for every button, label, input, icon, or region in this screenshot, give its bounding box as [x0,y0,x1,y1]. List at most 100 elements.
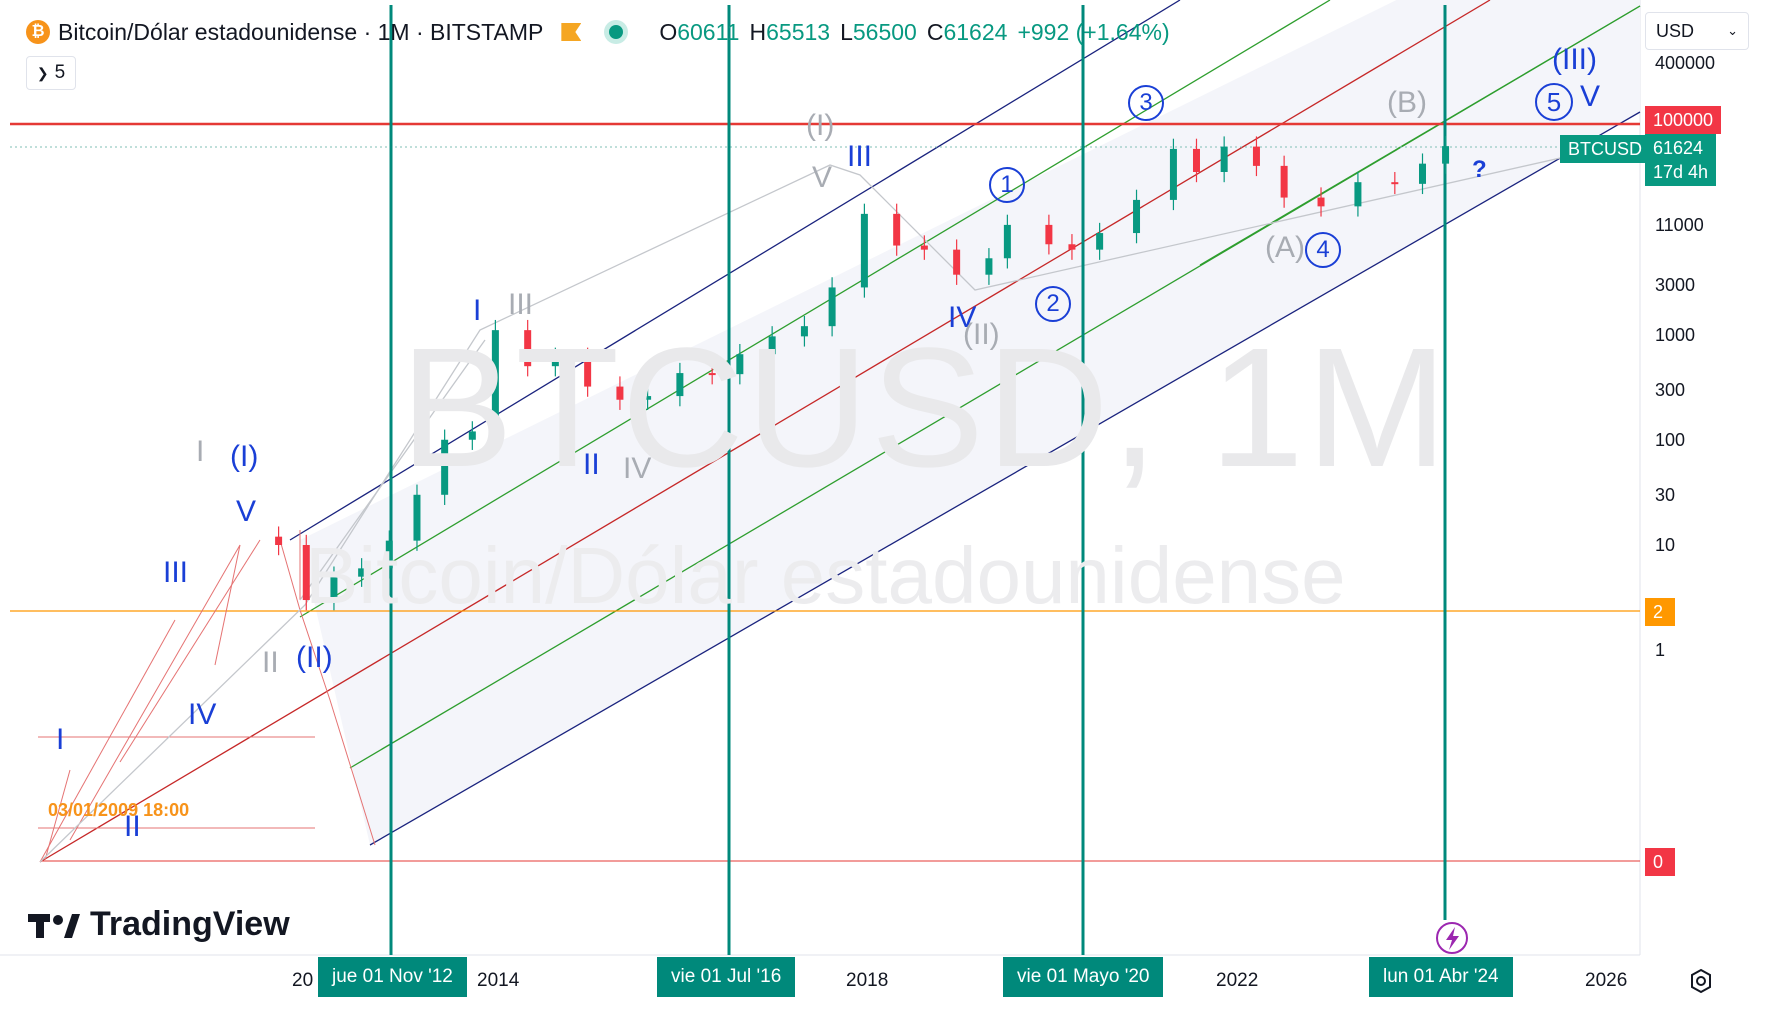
price-tick: 1 [1655,640,1666,660]
candle-body [1442,146,1450,164]
price-tick: 100 [1655,430,1686,450]
candle-body [1252,146,1260,166]
time-badge-2012: jue 01 Nov '12 [318,957,467,997]
wave-label: V [812,161,833,194]
candle-body [1068,244,1076,250]
ohlc-open-key: O [659,18,678,45]
wave-label: (I) [230,440,259,473]
circled-wave-label: 1 [989,167,1025,203]
price-tick: 3000 [1655,275,1696,295]
candle-body [1045,224,1053,245]
candle-body [920,245,928,250]
candle-body [1220,146,1228,172]
symbol-title[interactable]: Bitcoin/Dólar estadounidense · 1M · BITS… [58,18,544,45]
channel-green-lower [1199,5,1641,266]
candlestick-series [275,135,1450,611]
tradingview-logo-text: TradingView [90,905,290,943]
wave-label: (II) [963,318,1000,351]
last-price-badge: 61624 17d 4h [1645,134,1717,186]
candle-body [275,536,283,545]
candle-body [330,576,338,601]
level-100000-badge: 100000 [1645,106,1722,134]
watermark-symbol: BTCUSD, 1M [400,313,1450,503]
ohlc-high-key: H [749,18,767,45]
tradingview-logo[interactable]: TradingView [28,905,290,944]
candle-body [1280,165,1288,198]
candle-body [1192,148,1200,172]
price-tick: 300 [1655,380,1686,400]
candle-body [860,213,868,288]
circled-wave-label: 5 [1535,83,1573,121]
wave-label: (A) [1265,231,1305,264]
bar-countdown: 17d 4h [1653,162,1709,182]
wave-label: III [508,288,534,321]
channel-red-median [39,0,1491,863]
channel-upper-line [289,0,1181,541]
currency-select[interactable]: USD ⌄ [1645,12,1749,50]
wave-label: I [56,723,65,756]
candle-body [708,373,716,376]
wave-label: III [163,556,189,589]
time-badge-2016: vie 01 Jul '16 [657,957,796,997]
chevron-down-icon: ❯ [36,64,49,81]
ohlc-close-key: C [926,18,944,45]
candle-body [1133,199,1141,234]
wave-label: II [124,810,141,843]
watermark-name: Bitcoin/Dólar estadounidense [305,531,1346,620]
candle-body [616,386,624,400]
wave-label: (II) [296,641,333,674]
time-tick: 2022 [1216,970,1259,991]
chevron-down-icon: ⌄ [1727,23,1738,38]
indicator-count: 5 [54,62,66,83]
candle-body [468,431,476,440]
market-status-icon[interactable] [609,25,624,39]
candle-body [1003,224,1011,259]
collapse-indicators-button[interactable]: ❯ 5 [26,56,76,90]
price-tick: 30 [1655,485,1676,505]
wave-label: V [236,495,257,528]
symbol-badge: BTCUSD [1560,135,1651,163]
level-0-badge: 0 [1645,848,1675,876]
wave-label: II [262,646,279,679]
flag-icon[interactable] [561,23,582,41]
channel-lower-line [369,111,1641,846]
wave-label: III [847,140,873,173]
candle-body [524,330,532,367]
ohlc-change: +992 (+1.64%) [1017,18,1170,45]
time-badge-2020: vie 01 Mayo '20 [1003,957,1164,997]
candle-body [413,494,421,541]
candle-body [736,354,744,375]
ohlc-low-key: L [840,18,853,45]
wave-label: I [196,435,205,468]
wave-label: (III) [1552,43,1597,76]
price-tick: 11000 [1655,215,1704,235]
last-price-value: 61624 [1653,138,1704,158]
candle-body [644,396,652,400]
price-tick: 400000 [1655,53,1716,73]
candle-body [491,330,499,432]
price-tick: 1000 [1655,325,1696,345]
tradingview-logo-icon [28,913,80,938]
currency-value: USD [1656,20,1695,41]
candle-body [441,439,449,495]
candle-body [676,373,684,397]
wave-label: IV [948,301,977,334]
candle-body [1354,182,1362,207]
ohlc-high-value: 65513 [766,18,831,45]
candle-body [1317,197,1325,207]
wave-label: IV [623,452,652,485]
candle-body [385,540,393,569]
settings-gear-icon[interactable] [1688,968,1714,994]
candle-body [800,326,808,337]
candle-body [1096,233,1104,250]
symbol-header: ₿ Bitcoin/Dólar estadounidense · 1M · BI… [26,14,1174,50]
wave-label: V [1580,80,1601,113]
candle-body [985,258,993,275]
time-badge-2024: lun 01 Abr '24 [1369,957,1513,997]
wave-label: IV [188,698,217,731]
channel-shade [300,0,1640,845]
time-tick: 2018 [846,970,889,991]
lightning-icon[interactable] [1436,922,1468,954]
